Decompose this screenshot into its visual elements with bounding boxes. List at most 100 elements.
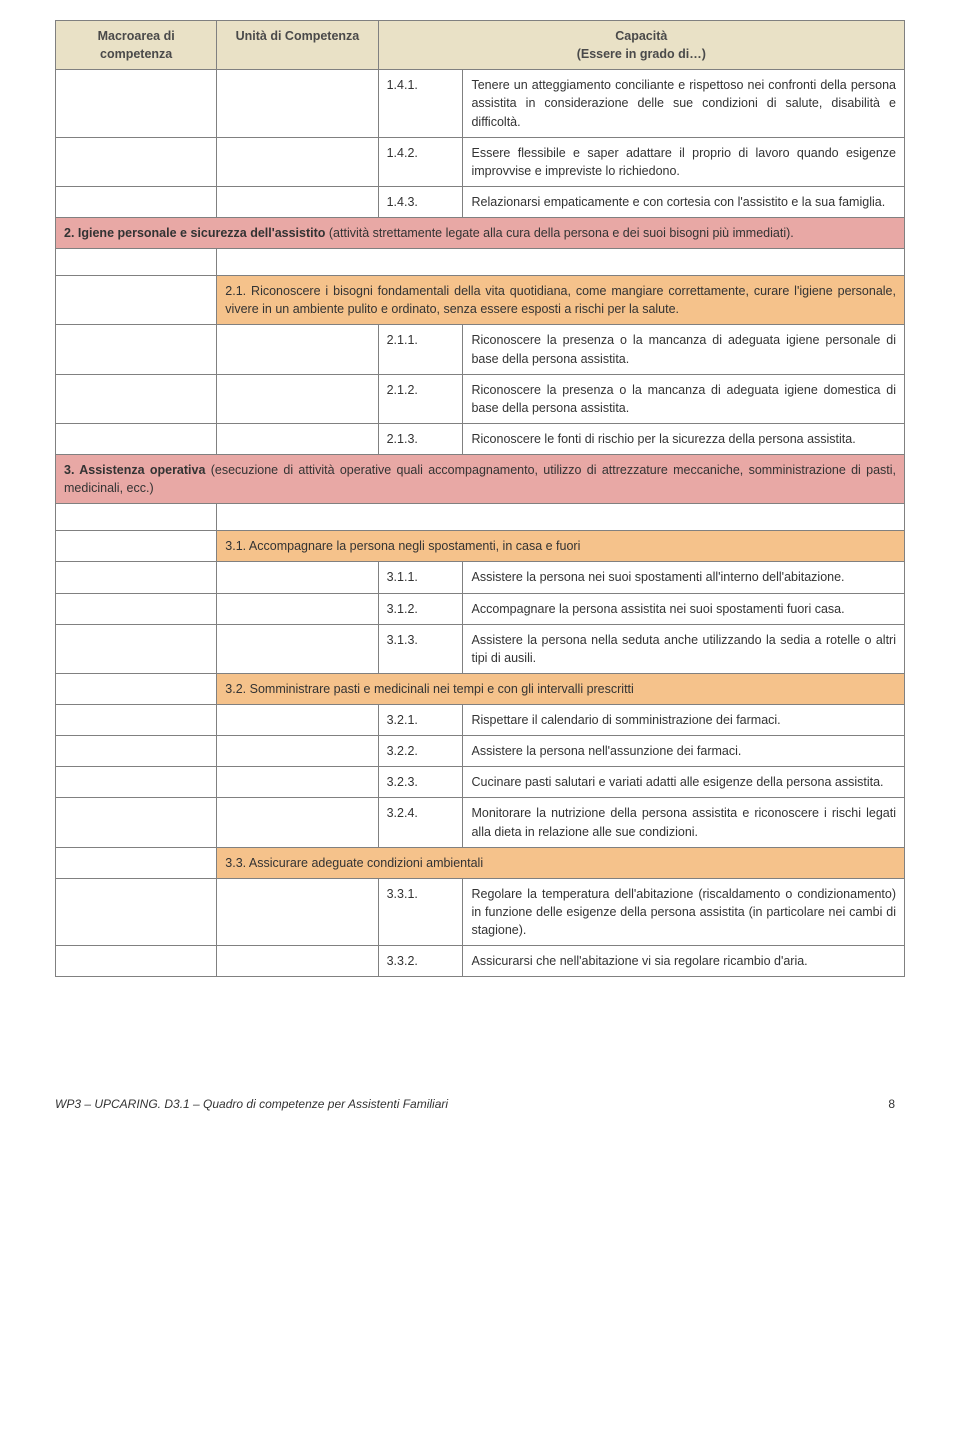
table-row: 1.4.3. Relazionarsi empaticamente e con … — [56, 186, 905, 217]
cell-text: Assistere la persona nei suoi spostament… — [463, 562, 905, 593]
section-2-title-rest: (attività strettamente legate alla cura … — [325, 226, 793, 240]
cell-empty — [56, 593, 217, 624]
footer-text: WP3 – UPCARING. D3.1 – Quadro di compete… — [55, 1097, 448, 1111]
cell-empty — [217, 137, 378, 186]
cell-num: 3.2.3. — [378, 767, 463, 798]
cell-empty — [217, 70, 378, 137]
cell-empty — [217, 705, 378, 736]
cell-empty — [56, 249, 217, 276]
cell-empty — [56, 562, 217, 593]
header-capacita: Capacità (Essere in grado di…) — [378, 21, 904, 70]
subsection-3-3: 3.3. Assicurare adeguate condizioni ambi… — [217, 847, 905, 878]
cell-text: Accompagnare la persona assistita nei su… — [463, 593, 905, 624]
section-2-title: 2. Igiene personale e sicurezza dell'ass… — [56, 218, 905, 249]
cell-empty — [217, 423, 378, 454]
cell-empty — [56, 736, 217, 767]
cell-empty — [217, 798, 378, 847]
cell-text: Assistere la persona nell'assunzione dei… — [463, 736, 905, 767]
table-row: 3.1.2. Accompagnare la persona assistita… — [56, 593, 905, 624]
cell-empty — [56, 673, 217, 704]
table-header-row: Macroarea di competenza Unità di Compete… — [56, 21, 905, 70]
cell-empty — [217, 374, 378, 423]
cell-num: 2.1.2. — [378, 374, 463, 423]
cell-text: Essere flessibile e saper adattare il pr… — [463, 137, 905, 186]
cell-empty — [56, 325, 217, 374]
header-capacita-line2: (Essere in grado di…) — [387, 45, 896, 63]
cell-empty — [56, 798, 217, 847]
table-row: 3.1.3. Assistere la persona nella seduta… — [56, 624, 905, 673]
cell-empty — [56, 276, 217, 325]
cell-empty — [56, 374, 217, 423]
header-macroarea: Macroarea di competenza — [56, 21, 217, 70]
cell-empty — [217, 186, 378, 217]
header-capacita-line1: Capacità — [387, 27, 896, 45]
subsection-row: 3.3. Assicurare adeguate condizioni ambi… — [56, 847, 905, 878]
competency-table: Macroarea di competenza Unità di Compete… — [55, 20, 905, 977]
cell-text: Riconoscere la presenza o la mancanza di… — [463, 374, 905, 423]
cell-num: 1.4.2. — [378, 137, 463, 186]
cell-text: Tenere un atteggiamento conciliante e ri… — [463, 70, 905, 137]
spacer-row — [56, 504, 905, 531]
cell-empty — [56, 504, 217, 531]
cell-empty — [217, 504, 905, 531]
cell-num: 3.2.1. — [378, 705, 463, 736]
cell-num: 3.2.4. — [378, 798, 463, 847]
page-footer: WP3 – UPCARING. D3.1 – Quadro di compete… — [55, 1097, 905, 1111]
table-row: 3.3.1. Regolare la temperatura dell'abit… — [56, 878, 905, 945]
cell-empty — [217, 593, 378, 624]
section-3-title: 3. Assistenza operativa (esecuzione di a… — [56, 455, 905, 504]
table-row: 1.4.1. Tenere un atteggiamento concilian… — [56, 70, 905, 137]
table-row: 3.2.3. Cucinare pasti salutari e variati… — [56, 767, 905, 798]
cell-num: 2.1.3. — [378, 423, 463, 454]
cell-empty — [56, 137, 217, 186]
spacer-row — [56, 249, 905, 276]
cell-empty — [217, 249, 905, 276]
cell-empty — [56, 423, 217, 454]
table-row: 3.3.2. Assicurarsi che nell'abitazione v… — [56, 946, 905, 977]
subsection-row: 2.1. Riconoscere i bisogni fondamentali … — [56, 276, 905, 325]
cell-num: 1.4.3. — [378, 186, 463, 217]
cell-text: Regolare la temperatura dell'abitazione … — [463, 878, 905, 945]
section-row: 3. Assistenza operativa (esecuzione di a… — [56, 455, 905, 504]
table-row: 2.1.2. Riconoscere la presenza o la manc… — [56, 374, 905, 423]
cell-num: 2.1.1. — [378, 325, 463, 374]
cell-num: 3.3.2. — [378, 946, 463, 977]
cell-empty — [217, 624, 378, 673]
page-number: 8 — [888, 1097, 895, 1111]
section-2-title-bold: 2. Igiene personale e sicurezza dell'ass… — [64, 226, 325, 240]
cell-text: Monitorare la nutrizione della persona a… — [463, 798, 905, 847]
cell-num: 1.4.1. — [378, 70, 463, 137]
cell-empty — [56, 624, 217, 673]
section-row: 2. Igiene personale e sicurezza dell'ass… — [56, 218, 905, 249]
subsection-row: 3.2. Somministrare pasti e medicinali ne… — [56, 673, 905, 704]
document-page: Macroarea di competenza Unità di Compete… — [0, 0, 960, 1131]
subsection-3-1: 3.1. Accompagnare la persona negli spost… — [217, 531, 905, 562]
cell-num: 3.1.3. — [378, 624, 463, 673]
cell-text: Rispettare il calendario di somministraz… — [463, 705, 905, 736]
cell-text: Assicurarsi che nell'abitazione vi sia r… — [463, 946, 905, 977]
subsection-2-1: 2.1. Riconoscere i bisogni fondamentali … — [217, 276, 905, 325]
subsection-row: 3.1. Accompagnare la persona negli spost… — [56, 531, 905, 562]
section-3-title-bold: 3. Assistenza operativa — [64, 463, 205, 477]
cell-empty — [56, 186, 217, 217]
cell-empty — [56, 847, 217, 878]
cell-empty — [56, 878, 217, 945]
cell-empty — [217, 562, 378, 593]
cell-num: 3.3.1. — [378, 878, 463, 945]
cell-empty — [217, 767, 378, 798]
cell-empty — [56, 946, 217, 977]
subsection-3-2: 3.2. Somministrare pasti e medicinali ne… — [217, 673, 905, 704]
table-row: 3.2.1. Rispettare il calendario di sommi… — [56, 705, 905, 736]
table-row: 2.1.1. Riconoscere la presenza o la manc… — [56, 325, 905, 374]
cell-text: Riconoscere la presenza o la mancanza di… — [463, 325, 905, 374]
cell-num: 3.2.2. — [378, 736, 463, 767]
cell-empty — [217, 325, 378, 374]
table-row: 1.4.2. Essere flessibile e saper adattar… — [56, 137, 905, 186]
cell-empty — [56, 70, 217, 137]
cell-text: Riconoscere le fonti di rischio per la s… — [463, 423, 905, 454]
cell-num: 3.1.1. — [378, 562, 463, 593]
cell-empty — [56, 531, 217, 562]
cell-empty — [56, 767, 217, 798]
cell-empty — [56, 705, 217, 736]
cell-text: Relazionarsi empaticamente e con cortesi… — [463, 186, 905, 217]
